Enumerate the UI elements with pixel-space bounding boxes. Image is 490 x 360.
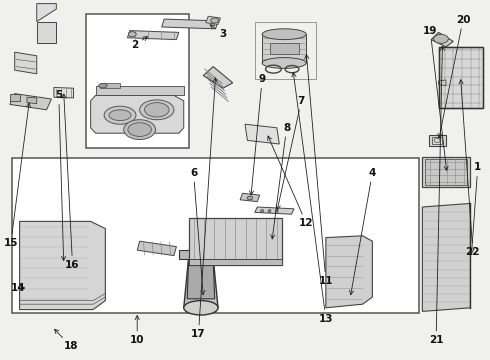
Text: 10: 10 <box>130 315 145 345</box>
Ellipse shape <box>123 120 156 139</box>
Text: 21: 21 <box>429 46 444 345</box>
Polygon shape <box>206 16 220 24</box>
Polygon shape <box>189 218 282 265</box>
Bar <box>86 14 189 148</box>
Ellipse shape <box>128 32 136 37</box>
Text: 11: 11 <box>305 54 333 286</box>
Text: 20: 20 <box>438 15 470 138</box>
Text: 6: 6 <box>190 168 205 295</box>
Polygon shape <box>189 259 282 265</box>
Text: 8: 8 <box>270 123 290 239</box>
Ellipse shape <box>145 103 169 117</box>
Text: 5: 5 <box>55 90 66 261</box>
Polygon shape <box>10 94 20 101</box>
Polygon shape <box>326 236 372 308</box>
Text: 16: 16 <box>62 94 80 270</box>
Text: 4: 4 <box>349 168 376 295</box>
Polygon shape <box>91 95 184 133</box>
Ellipse shape <box>434 34 448 43</box>
Polygon shape <box>255 207 294 214</box>
Polygon shape <box>439 47 483 108</box>
Polygon shape <box>27 97 37 104</box>
Polygon shape <box>179 250 223 259</box>
Polygon shape <box>439 80 446 86</box>
Polygon shape <box>137 241 176 256</box>
Polygon shape <box>262 34 306 63</box>
Polygon shape <box>37 4 56 22</box>
Polygon shape <box>162 19 218 29</box>
Polygon shape <box>203 67 233 88</box>
Polygon shape <box>422 203 470 311</box>
Ellipse shape <box>104 106 136 124</box>
Polygon shape <box>429 135 446 146</box>
Bar <box>12 158 419 313</box>
Text: 18: 18 <box>54 329 78 351</box>
Polygon shape <box>20 221 105 310</box>
Text: 14: 14 <box>11 283 26 293</box>
Polygon shape <box>127 31 179 40</box>
Polygon shape <box>187 257 215 299</box>
Ellipse shape <box>275 210 278 212</box>
Polygon shape <box>54 87 74 98</box>
Ellipse shape <box>247 196 253 200</box>
Ellipse shape <box>140 100 174 120</box>
Text: 13: 13 <box>292 72 333 324</box>
Text: 12: 12 <box>268 136 314 228</box>
Text: 17: 17 <box>191 78 217 339</box>
Polygon shape <box>37 22 56 43</box>
Text: 9: 9 <box>249 74 266 195</box>
Text: 15: 15 <box>3 103 30 248</box>
Ellipse shape <box>109 110 131 121</box>
Ellipse shape <box>211 18 219 23</box>
Polygon shape <box>15 52 37 74</box>
Polygon shape <box>184 257 218 308</box>
Text: 2: 2 <box>131 37 147 50</box>
Polygon shape <box>10 94 51 110</box>
Text: 1: 1 <box>470 162 481 253</box>
Polygon shape <box>96 86 184 95</box>
Polygon shape <box>245 124 279 144</box>
Ellipse shape <box>262 58 306 68</box>
Polygon shape <box>100 83 120 88</box>
Polygon shape <box>422 157 470 187</box>
Polygon shape <box>270 43 299 54</box>
Text: 22: 22 <box>459 80 480 257</box>
Ellipse shape <box>128 123 151 136</box>
Polygon shape <box>431 32 453 47</box>
Polygon shape <box>240 193 260 202</box>
Text: 19: 19 <box>423 26 448 171</box>
Ellipse shape <box>261 210 264 212</box>
Text: 3: 3 <box>210 25 226 39</box>
Text: 7: 7 <box>276 96 305 210</box>
Ellipse shape <box>268 210 271 212</box>
Polygon shape <box>425 159 467 185</box>
Ellipse shape <box>262 29 306 40</box>
Ellipse shape <box>98 84 107 88</box>
Ellipse shape <box>184 301 218 315</box>
